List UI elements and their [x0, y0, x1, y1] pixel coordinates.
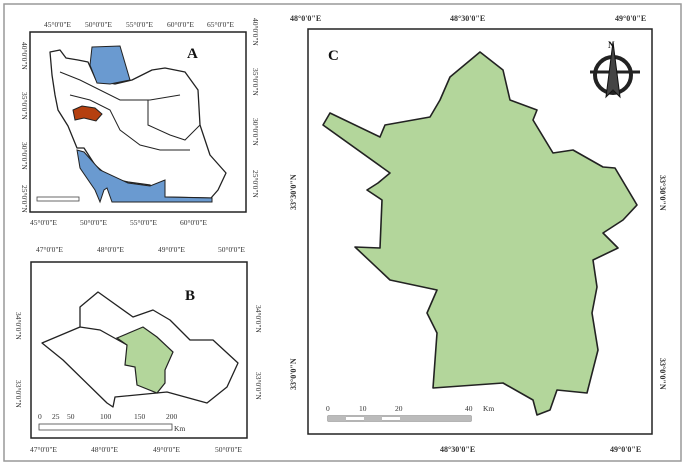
lon-label: 60°0'0"E	[167, 20, 194, 29]
lat-label: 35°0'0"N	[20, 92, 29, 120]
lon-label: 47°0'0"E	[30, 445, 57, 454]
province-borders	[147, 100, 201, 141]
svg-text:N: N	[608, 40, 615, 50]
lon-label: 65°0'0"E	[207, 20, 234, 29]
lorestan-province-highlight	[72, 105, 103, 122]
province-borders	[59, 71, 181, 101]
lon-label: 55°0'0"E	[130, 218, 157, 227]
lat-label: 40°0'0"N	[20, 42, 29, 70]
lat-label: 33°0'0"N	[289, 358, 298, 390]
scale-label: 25	[52, 412, 60, 421]
lon-label: 50°0'0"E	[215, 445, 242, 454]
lon-label: 49°0'0"E	[158, 245, 185, 254]
lat-label: 33°0'0"N	[14, 380, 23, 408]
lon-label: 60°0'0"E	[180, 218, 207, 227]
lat-label: 30°0'0"N	[20, 142, 29, 170]
province-borders	[69, 94, 190, 151]
lon-label: 45°0'0"E	[44, 20, 71, 29]
lon-label: 50°0'0"E	[85, 20, 112, 29]
lon-label: 48°30'0"E	[450, 14, 485, 23]
caspian-sea	[89, 45, 131, 85]
lat-label: 30°0'0"N	[251, 118, 260, 146]
scale-label: 200	[166, 412, 178, 421]
lon-label: 47°0'0"E	[36, 245, 63, 254]
panel-c-study-area-map: C N 0 10 20 40 Km 48°0'0"E 48°30'0"E 49°…	[289, 14, 667, 454]
lat-label: 25°0'0"N	[20, 185, 29, 213]
lat-label: 40°0'0"N	[251, 18, 260, 46]
lat-label: 34°0'0"N	[254, 305, 263, 333]
north-arrow-icon: N	[590, 40, 640, 99]
study-area-polygon	[322, 51, 638, 416]
lon-label: 49°0'0"E	[615, 14, 646, 23]
scale-segment	[364, 416, 382, 421]
scale-label: 0	[326, 404, 330, 413]
scale-label: 40	[465, 404, 473, 413]
lat-label: 35°0'0"N	[251, 68, 260, 96]
panel-a-label: A	[187, 46, 198, 62]
lat-label: 33°0'0"N	[658, 358, 667, 390]
lon-label: 55°0'0"E	[126, 20, 153, 29]
panel-b-scale-bar	[38, 423, 173, 431]
scale-segment	[328, 416, 346, 421]
scale-segment	[400, 416, 471, 421]
study-area-highlight	[115, 326, 174, 394]
scale-label: 150	[134, 412, 146, 421]
scale-unit: Km	[174, 424, 185, 433]
lat-label: 33°0'0"N	[254, 372, 263, 400]
lon-label: 48°0'0"E	[91, 445, 118, 454]
lon-label: 48°0'0"E	[290, 14, 321, 23]
lat-label: 33°30'0"N	[289, 174, 298, 210]
panel-a-scale-bar	[36, 196, 80, 202]
lat-label: 34°0'0"N	[14, 312, 23, 340]
lon-label: 49°0'0"E	[610, 445, 641, 454]
scale-label: 100	[100, 412, 112, 421]
panel-a-iran-map: A 45°0'0"E 50°0'0"E 55°0'0"E 60°0'0"E 65…	[20, 18, 260, 227]
scale-label: 50	[67, 412, 75, 421]
lon-label: 45°0'0"E	[30, 218, 57, 227]
scale-label: 0	[38, 412, 42, 421]
scale-unit: Km	[483, 404, 494, 413]
lon-label: 48°30'0"E	[440, 445, 475, 454]
lon-label: 48°0'0"E	[97, 245, 124, 254]
lon-label: 49°0'0"E	[153, 445, 180, 454]
lat-label: 25°0'0"N	[251, 170, 260, 198]
lon-label: 50°0'0"E	[218, 245, 245, 254]
persian-gulf	[76, 149, 213, 204]
lat-label: 33°30'0"N	[658, 175, 667, 211]
county-borders	[79, 326, 128, 346]
panel-b-lorestan-map: B 0 25 50 100 150 200 Km 47°0'0"E 48°0'0…	[14, 245, 263, 454]
scale-label: 20	[395, 404, 403, 413]
panel-c-label: C	[328, 48, 339, 64]
lon-label: 50°0'0"E	[80, 218, 107, 227]
panel-b-label: B	[185, 288, 195, 304]
scale-label: 10	[359, 404, 367, 413]
